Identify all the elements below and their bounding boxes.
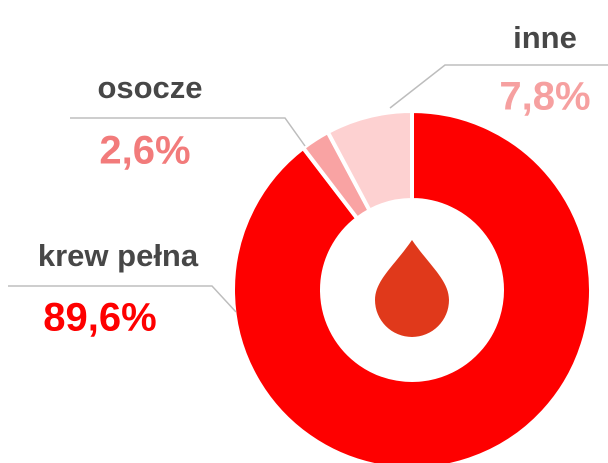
- value-label: 89,6%: [43, 296, 156, 340]
- blood-drop-icon: [375, 240, 449, 337]
- value-label: 2,6%: [99, 129, 190, 173]
- slice-label: inne: [513, 20, 577, 55]
- leader-line: [389, 64, 608, 109]
- slice: [325, 109, 414, 213]
- leader-line: [8, 285, 237, 313]
- slice-label: krew pełna: [38, 238, 199, 273]
- donut: [231, 109, 593, 463]
- slice: [231, 109, 593, 463]
- slice-label: osocze: [97, 70, 202, 105]
- leader-line: [70, 117, 306, 147]
- value-label: 7,8%: [499, 75, 590, 119]
